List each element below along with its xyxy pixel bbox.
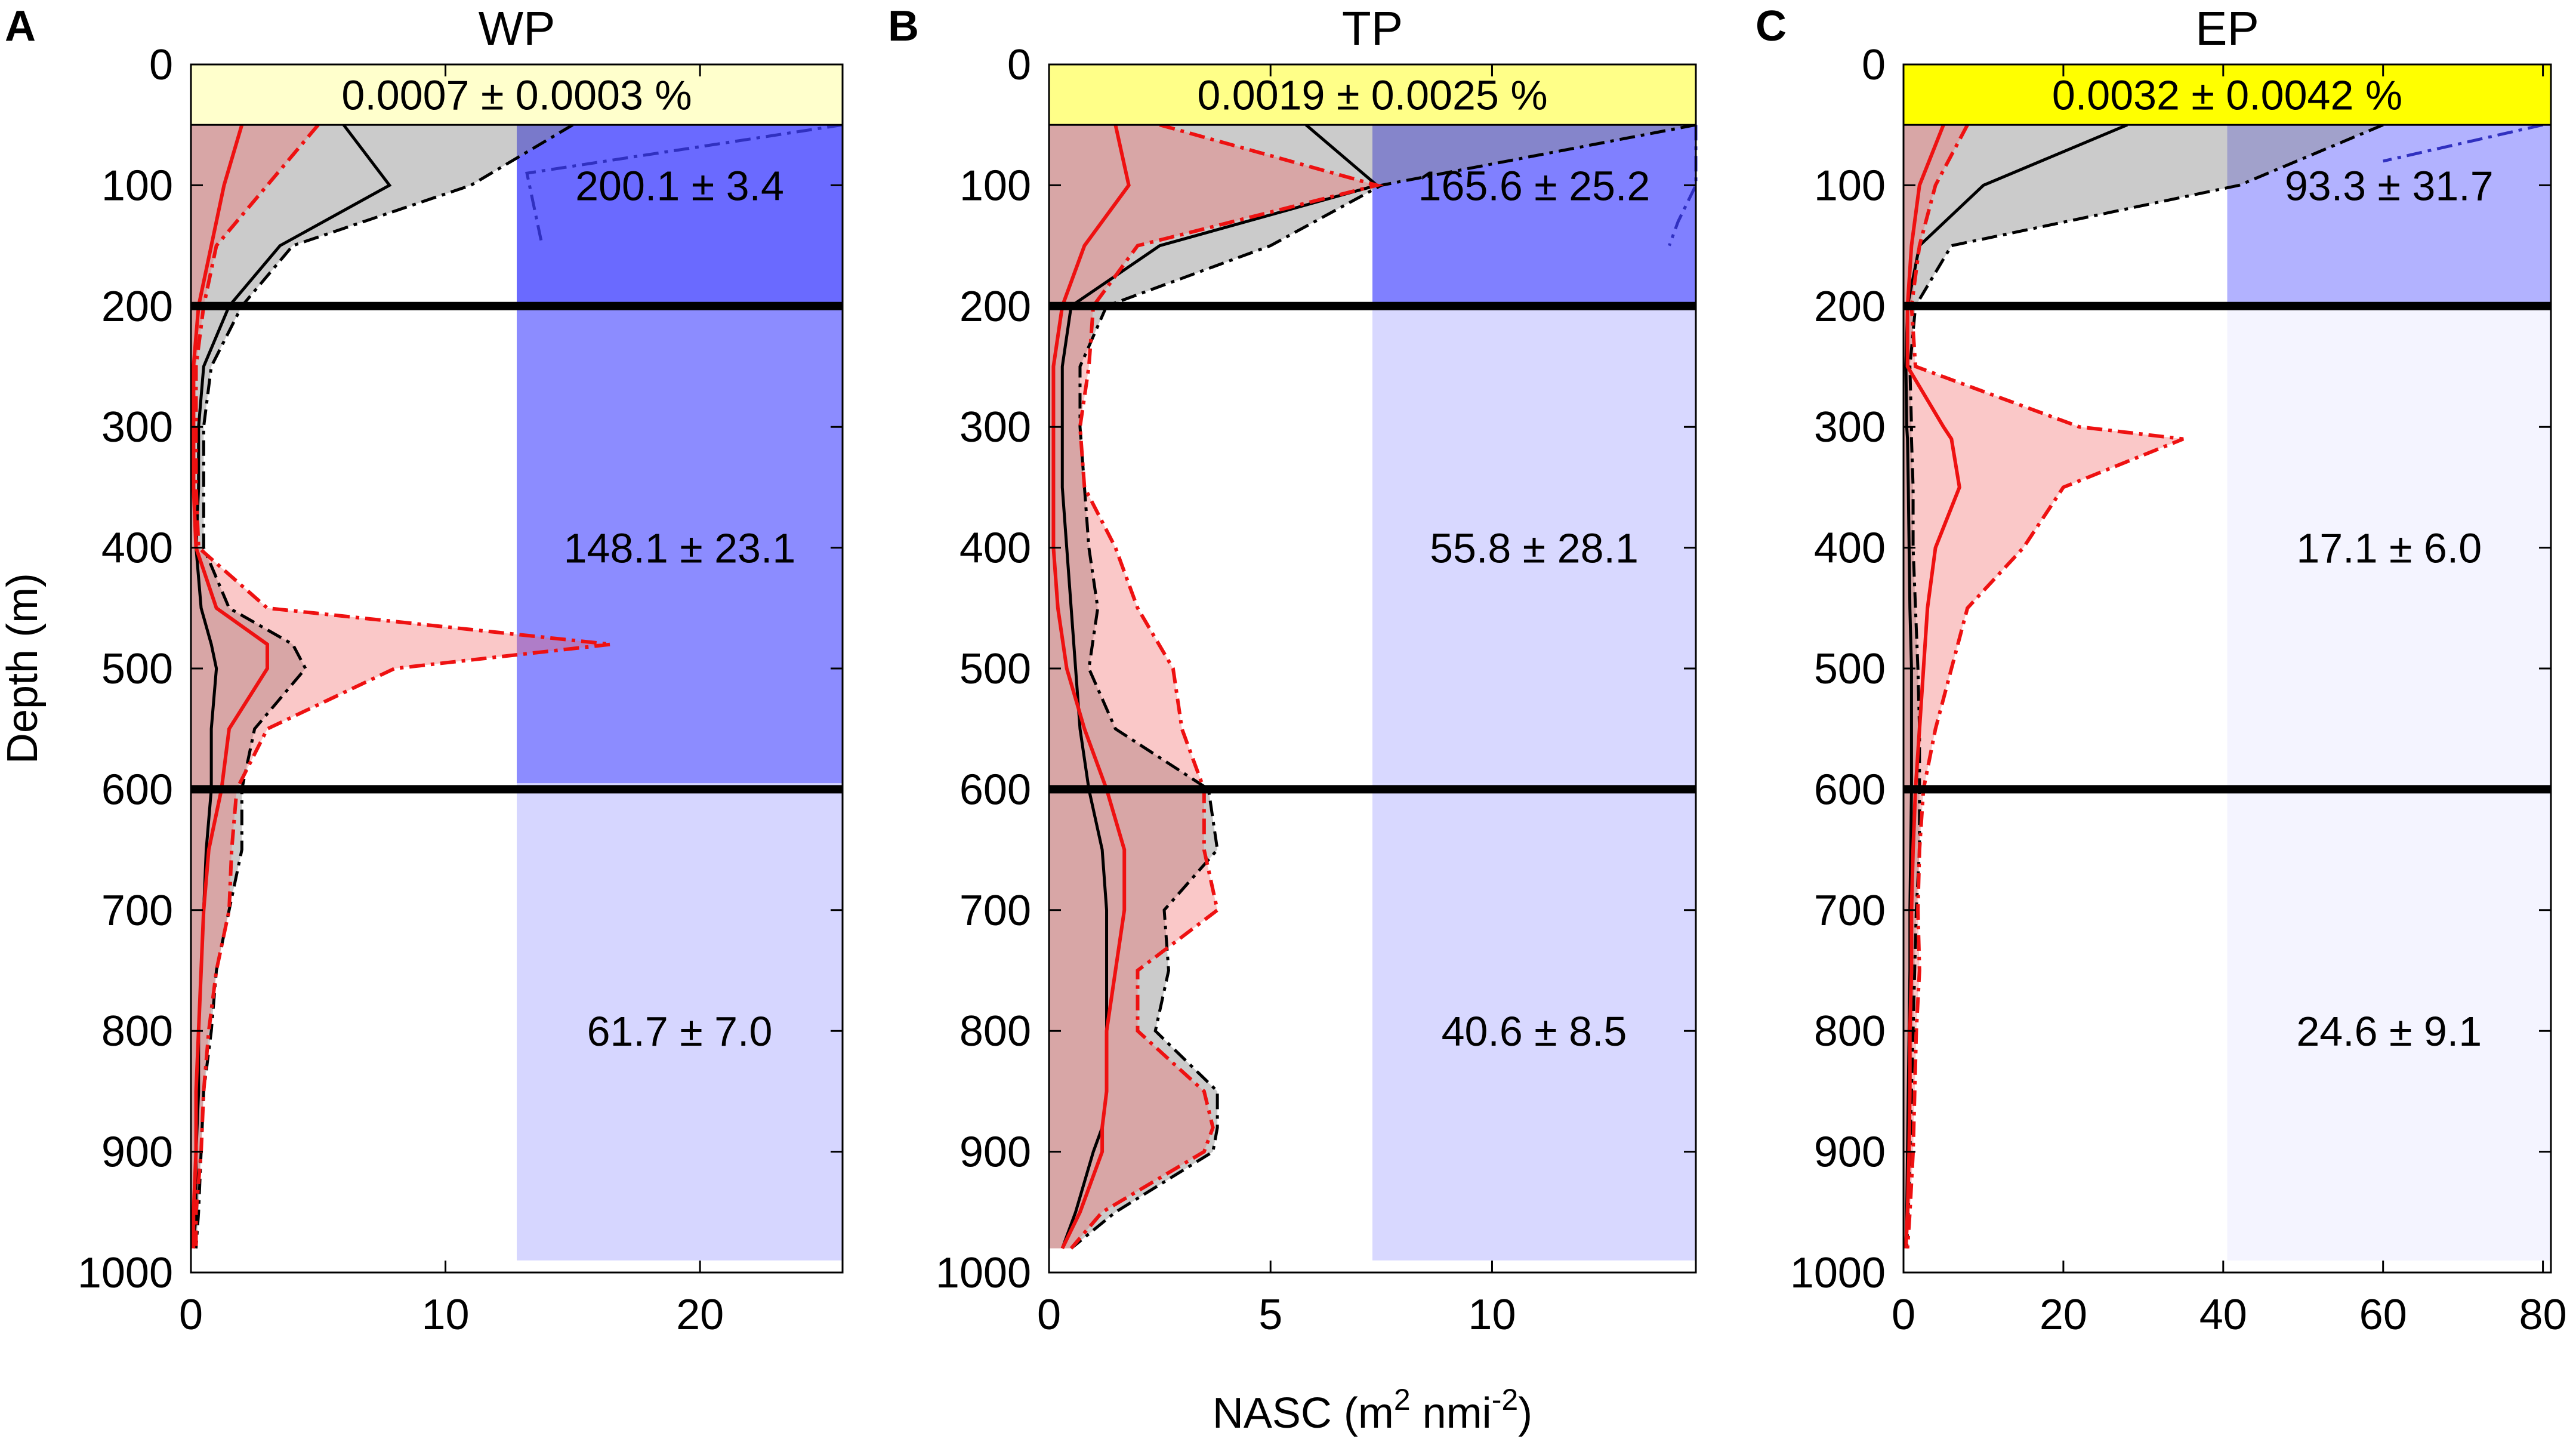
y-tick-label: 800 — [1814, 1008, 1886, 1055]
layer-bar-2 — [2227, 306, 2551, 784]
x-tick-label: 20 — [2040, 1291, 2087, 1339]
panel-a: 0.0007 ± 0.0003 % 200.1 ± 3.4 148.1 ± 23.1… — [5, 2, 844, 1339]
x-axis-label-part: -2 — [1492, 1383, 1518, 1416]
y-tick-label: 1000 — [936, 1249, 1031, 1297]
y-tick-label: 1000 — [1790, 1249, 1886, 1297]
y-tick-label: 0 — [149, 41, 173, 89]
layer-bar-2 — [1372, 306, 1696, 784]
top-box-label: 0.0007 ± 0.0003 % — [341, 72, 692, 119]
y-tick-label: 300 — [1814, 403, 1886, 451]
x-axis-label-part: NASC (m — [1213, 1389, 1394, 1437]
layer-bar-3 — [2227, 783, 2551, 1261]
red-shade — [1904, 125, 2183, 1249]
x-tick-label: 10 — [1468, 1291, 1516, 1339]
layer-value-2: 17.1 ± 6.0 — [2296, 525, 2482, 572]
x-tick-label: 10 — [422, 1291, 470, 1339]
red-mean-line — [192, 124, 269, 1249]
layer-value-3: 61.7 ± 7.0 — [587, 1008, 773, 1055]
x-tick-label: 60 — [2359, 1291, 2407, 1339]
y-tick-label: 900 — [101, 1129, 173, 1176]
layer-value-1: 200.1 ± 3.4 — [575, 162, 784, 209]
layer-bar-2 — [517, 306, 843, 784]
black-dashdot-line — [195, 124, 574, 1249]
layer-bar-3 — [517, 783, 843, 1261]
y-tick-label: 600 — [960, 766, 1031, 814]
layer-bar-3 — [1372, 783, 1696, 1261]
y-tick-label: 400 — [960, 525, 1031, 572]
y-tick-label: 700 — [101, 887, 173, 935]
y-tick-label: 300 — [960, 403, 1031, 451]
x-axis-label-part: nmi — [1411, 1389, 1492, 1437]
x-axis-label: NASC (m2 nmi-2) — [1213, 1383, 1532, 1437]
y-tick-label: 600 — [101, 766, 173, 814]
y-tick-label: 600 — [1814, 766, 1886, 814]
y-tick-label: 400 — [1814, 525, 1886, 572]
blue-dashdot-line — [2383, 123, 2544, 163]
y-axis-label: Depth (m) — [0, 573, 47, 764]
top-box-label: 0.0019 ± 0.0025 % — [1197, 72, 1547, 119]
y-tick-label: 900 — [1814, 1129, 1886, 1176]
layer-value-1: 165.6 ± 25.2 — [1418, 162, 1651, 209]
y-tick-label: 0 — [1007, 41, 1031, 89]
x-tick-label: 5 — [1258, 1291, 1282, 1339]
top-box — [1048, 63, 1697, 126]
y-tick-label: 700 — [960, 887, 1031, 935]
top-box-label: 0.0032 ± 0.0042 % — [2052, 72, 2402, 119]
panel-title: WP — [479, 2, 556, 55]
red-shade — [1049, 125, 1377, 1249]
layer-value-2: 148.1 ± 23.1 — [564, 525, 796, 572]
x-tick-label: 40 — [2199, 1291, 2247, 1339]
y-tick-label: 100 — [101, 162, 173, 209]
layer-value-3: 40.6 ± 8.5 — [1442, 1008, 1627, 1055]
layer-value-1: 93.3 ± 31.7 — [2285, 162, 2494, 209]
y-tick-label: 700 — [1814, 887, 1886, 935]
y-tick-label: 100 — [960, 162, 1031, 209]
y-tick-label: 500 — [101, 645, 173, 693]
x-axis-label-part: 2 — [1394, 1383, 1411, 1416]
panel-label: B — [888, 2, 919, 50]
y-tick-label: 900 — [960, 1129, 1031, 1176]
y-tick-label: 300 — [101, 403, 173, 451]
y-tick-label: 400 — [101, 525, 173, 572]
red-shade — [191, 125, 611, 1249]
x-tick-label: 0 — [1892, 1291, 1915, 1339]
y-tick-label: 800 — [960, 1008, 1031, 1055]
red-dashdot-line — [194, 124, 612, 1249]
y-tick-label: 200 — [960, 283, 1031, 331]
layer-value-3: 24.6 ± 9.1 — [2296, 1008, 2482, 1055]
layer-bar-1 — [2227, 125, 2551, 306]
panel-label: A — [5, 2, 36, 50]
panel-title: TP — [1342, 2, 1403, 55]
y-tick-label: 100 — [1814, 162, 1886, 209]
x-tick-label: 20 — [676, 1291, 724, 1339]
y-tick-label: 1000 — [78, 1249, 173, 1297]
black-shade — [1049, 125, 1696, 1249]
x-axis-label-part: ) — [1518, 1389, 1532, 1437]
layer-bar-1 — [517, 125, 843, 306]
panel-b: 0.0019 ± 0.0025 % 165.6 ± 25.2 55.8 ± 28.1… — [888, 2, 1698, 1339]
y-tick-label: 800 — [101, 1008, 173, 1055]
y-tick-label: 200 — [1814, 283, 1886, 331]
y-tick-label: 500 — [960, 645, 1031, 693]
x-tick-label: 0 — [1037, 1291, 1061, 1339]
y-tick-label: 200 — [101, 283, 173, 331]
black-shade — [1904, 125, 2383, 1249]
panel-c: 0.0032 ± 0.0042 % 93.3 ± 31.7 17.1 ± 6.0 24… — [1756, 2, 2567, 1339]
panel-title: EP — [2195, 2, 2259, 55]
red-mean-line — [1051, 124, 1131, 1249]
blue-dashdot-line — [525, 123, 843, 247]
red-mean-line — [1904, 124, 1961, 1249]
black-dashdot-line — [1905, 123, 2384, 1249]
red-dashdot-line — [1069, 123, 1384, 1250]
panel-label: C — [1756, 2, 1787, 50]
x-tick-label: 0 — [179, 1291, 203, 1339]
black-dashdot-line — [1070, 123, 1696, 1250]
x-tick-label: 80 — [2519, 1291, 2567, 1339]
y-tick-label: 0 — [1862, 41, 1886, 89]
black-shade — [191, 125, 573, 1249]
y-tick-label: 500 — [1814, 645, 1886, 693]
layer-value-2: 55.8 ± 28.1 — [1430, 525, 1639, 572]
red-dashdot-line — [1905, 124, 2184, 1249]
